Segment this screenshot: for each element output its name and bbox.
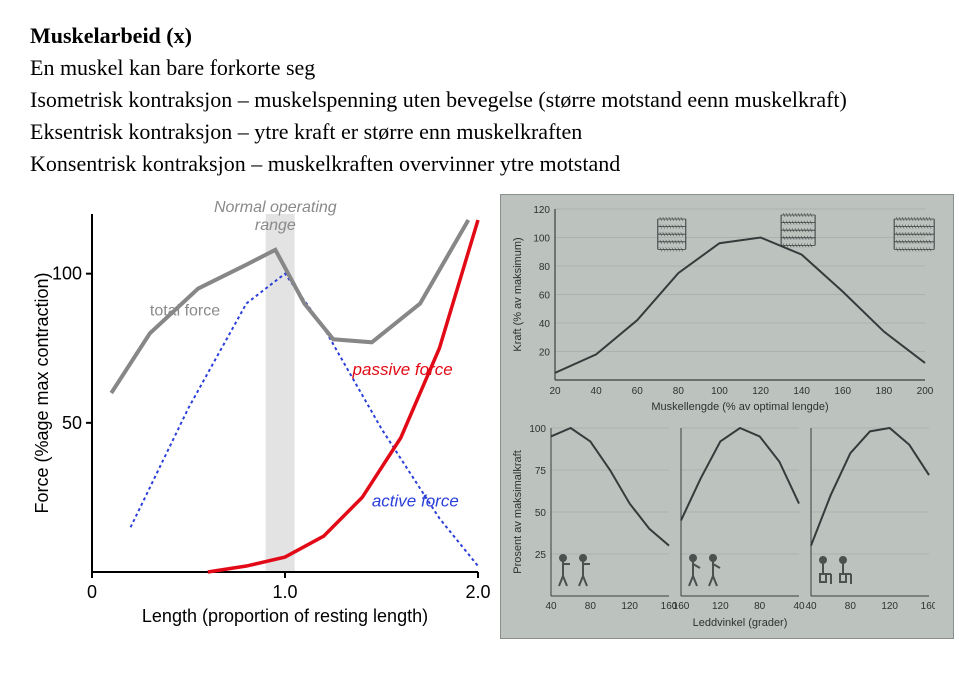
svg-text:Force (%age max contraction): Force (%age max contraction) <box>32 273 52 514</box>
svg-text:Normal operating: Normal operating <box>214 199 337 216</box>
svg-text:140: 140 <box>793 386 810 397</box>
svg-text:100: 100 <box>52 264 82 284</box>
svg-text:160: 160 <box>834 386 851 397</box>
heading-title: Muskelarbeid (x) <box>30 20 929 52</box>
svg-text:100: 100 <box>533 234 550 245</box>
svg-text:Length (proportion of resting: Length (proportion of resting length) <box>142 606 428 626</box>
force-length-chart: 50 100 0 1.0 2.0 Normal operatingrange total f… <box>30 194 490 634</box>
svg-text:Leddvinkel (grader): Leddvinkel (grader) <box>693 617 788 629</box>
svg-text:160: 160 <box>673 601 690 612</box>
svg-text:80: 80 <box>539 262 551 273</box>
svg-text:25: 25 <box>535 550 547 561</box>
svg-text:200: 200 <box>917 386 934 397</box>
svg-text:Prosent av maksimalkraft: Prosent av maksimalkraft <box>512 451 524 574</box>
svg-text:160: 160 <box>921 601 935 612</box>
muscle-length-force-chart: 20 40 60 80 100 120 20 40 60 80 100 120 140 160 180 200… <box>507 201 935 416</box>
svg-text:passive force: passive force <box>352 361 453 380</box>
svg-text:20: 20 <box>539 348 551 359</box>
text-line-1: En muskel kan bare forkorte seg <box>30 52 929 84</box>
svg-text:80: 80 <box>754 601 766 612</box>
svg-text:60: 60 <box>539 291 551 302</box>
charts-row: 50 100 0 1.0 2.0 Normal operatingrange total f… <box>30 194 929 639</box>
svg-text:50: 50 <box>62 413 82 433</box>
svg-text:40: 40 <box>591 386 603 397</box>
svg-text:Kraft (% av maksimum): Kraft (% av maksimum) <box>512 238 524 352</box>
svg-text:100: 100 <box>711 386 728 397</box>
svg-text:total force: total force <box>150 303 220 320</box>
svg-text:80: 80 <box>673 386 685 397</box>
svg-text:80: 80 <box>585 601 597 612</box>
joint-angle-force-charts: Prosent av maksimalkraft 25 50 75 100 40 80 120… <box>507 422 935 632</box>
svg-text:0: 0 <box>87 582 97 602</box>
svg-text:40: 40 <box>539 319 551 330</box>
svg-text:active force: active force <box>372 492 459 511</box>
svg-text:120: 120 <box>712 601 729 612</box>
document-text-block: Muskelarbeid (x) En muskel kan bare fork… <box>30 20 929 179</box>
svg-text:180: 180 <box>876 386 893 397</box>
left-chart-container: 50 100 0 1.0 2.0 Normal operatingrange total f… <box>30 194 490 639</box>
svg-text:120: 120 <box>533 205 550 216</box>
svg-text:40: 40 <box>793 601 805 612</box>
text-line-2: Isometrisk kontraksjon – muskelspenning … <box>30 84 929 116</box>
svg-text:50: 50 <box>535 508 547 519</box>
svg-text:40: 40 <box>545 601 557 612</box>
svg-text:120: 120 <box>752 386 769 397</box>
text-line-4: Konsentrisk kontraksjon – muskelkraften … <box>30 148 929 180</box>
svg-text:120: 120 <box>881 601 898 612</box>
right-charts-container: 20 40 60 80 100 120 20 40 60 80 100 120 140 160 180 200… <box>500 194 954 639</box>
text-line-3: Eksentrisk kontraksjon – ytre kraft er s… <box>30 116 929 148</box>
svg-text:2.0: 2.0 <box>465 582 490 602</box>
svg-text:Muskellengde (% av optimal len: Muskellengde (% av optimal lengde) <box>651 401 828 413</box>
svg-text:75: 75 <box>535 466 547 477</box>
svg-text:range: range <box>255 217 296 234</box>
svg-text:20: 20 <box>549 386 561 397</box>
svg-text:1.0: 1.0 <box>272 582 297 602</box>
svg-text:80: 80 <box>845 601 857 612</box>
svg-text:40: 40 <box>805 601 817 612</box>
svg-text:60: 60 <box>632 386 644 397</box>
svg-text:120: 120 <box>621 601 638 612</box>
svg-text:100: 100 <box>529 424 546 435</box>
